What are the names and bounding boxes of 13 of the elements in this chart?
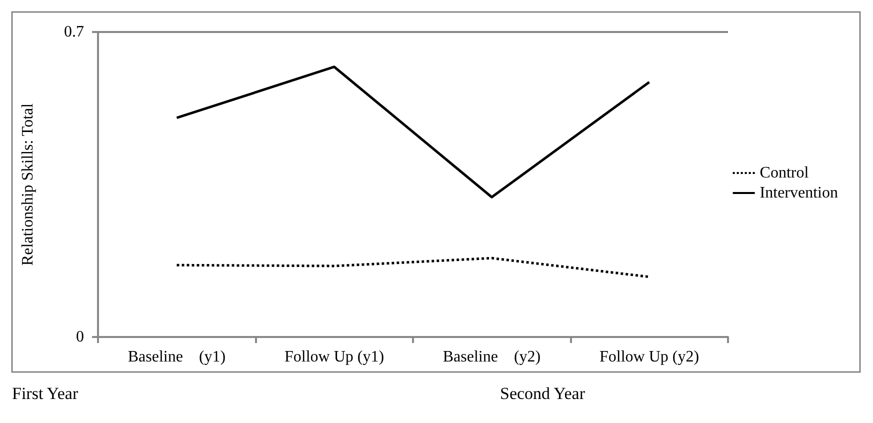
text: Second Year [500, 384, 586, 403]
y-tick-label: 0.7 [64, 24, 84, 40]
legend-label: Intervention [760, 184, 838, 202]
x-tick-label: Baseline (y1) [128, 348, 226, 366]
text: First Year [12, 384, 78, 403]
line-series [176, 66, 650, 198]
x-tick-label: Follow Up (y2) [599, 348, 700, 366]
y-axis-title: Relationship Skills: Total [20, 102, 36, 266]
y-tick-label: 0 [76, 328, 84, 346]
x-tick-label: Baseline (y2) [442, 348, 541, 366]
x-tick-label: Follow Up (y1) [284, 348, 384, 366]
legend-label: Control [760, 164, 810, 182]
line-series [176, 256, 650, 278]
